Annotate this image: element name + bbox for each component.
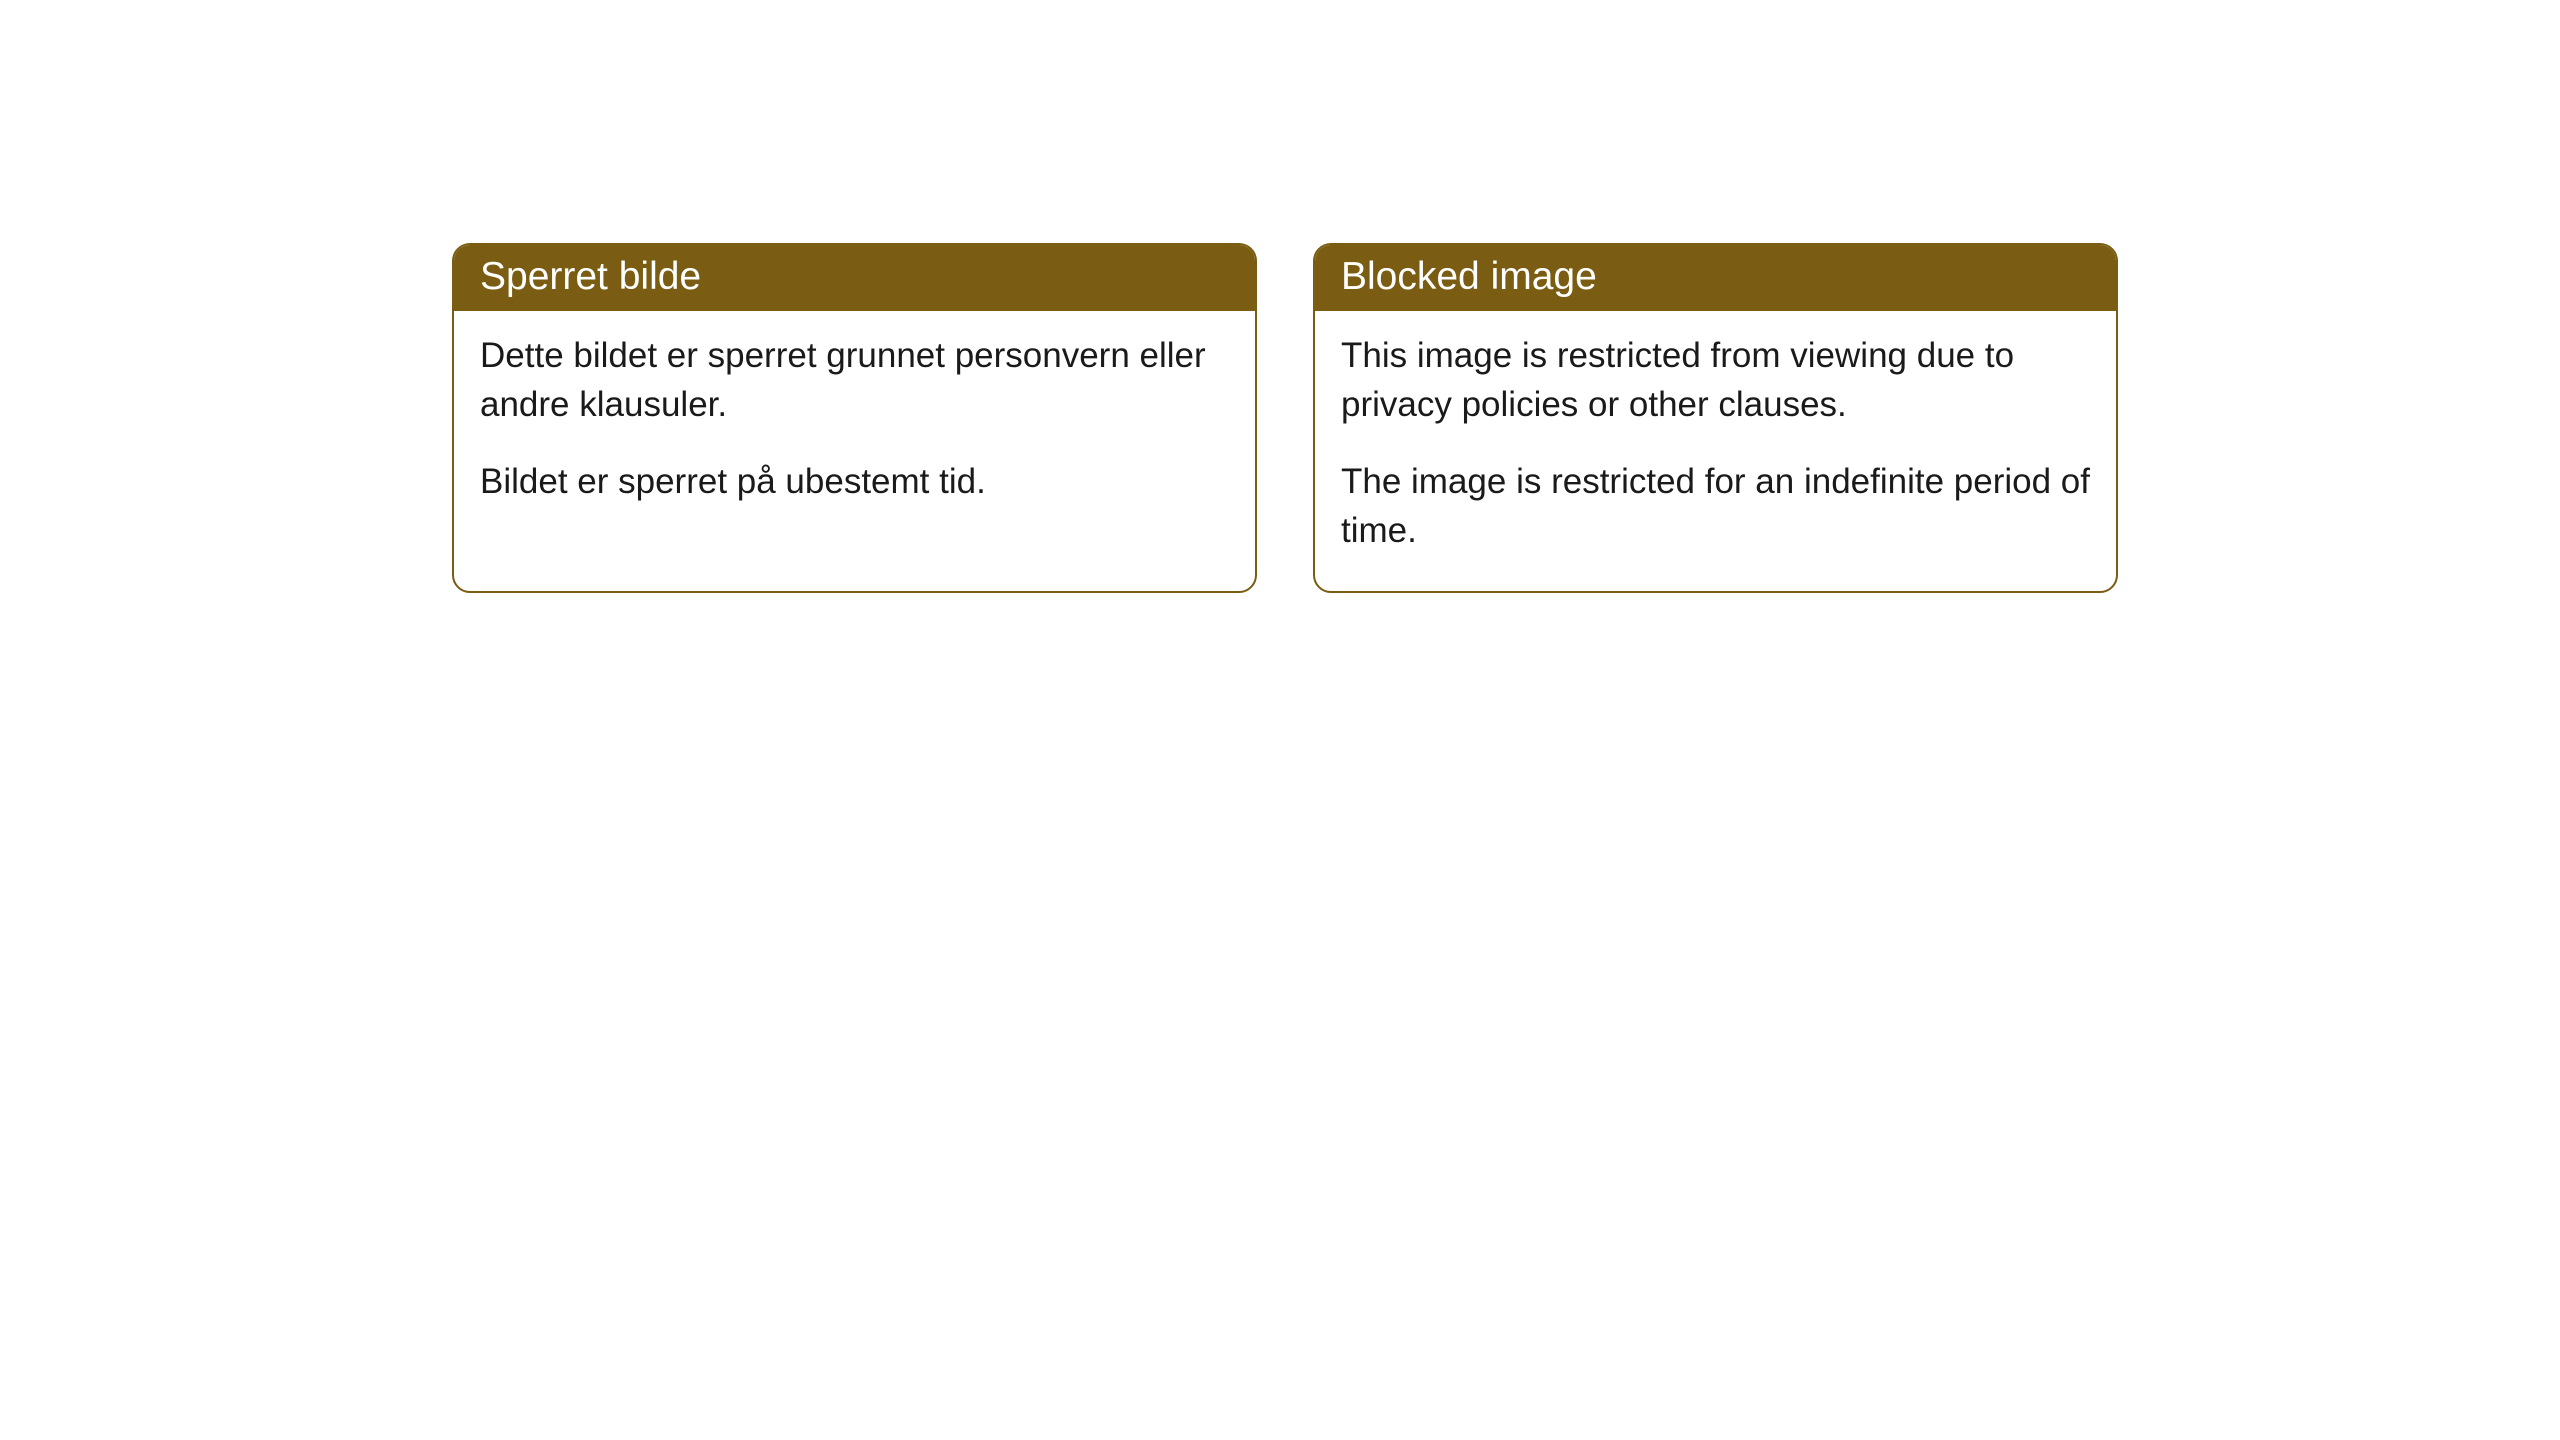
blocked-image-card-no: Sperret bilde Dette bildet er sperret gr… bbox=[452, 243, 1257, 593]
card-paragraph: Dette bildet er sperret grunnet personve… bbox=[480, 331, 1229, 429]
card-body-no: Dette bildet er sperret grunnet personve… bbox=[454, 311, 1255, 542]
card-paragraph: Bildet er sperret på ubestemt tid. bbox=[480, 457, 1229, 506]
card-header-en: Blocked image bbox=[1315, 245, 2116, 311]
card-paragraph: This image is restricted from viewing du… bbox=[1341, 331, 2090, 429]
cards-container: Sperret bilde Dette bildet er sperret gr… bbox=[452, 243, 2118, 593]
card-header-no: Sperret bilde bbox=[454, 245, 1255, 311]
blocked-image-card-en: Blocked image This image is restricted f… bbox=[1313, 243, 2118, 593]
card-paragraph: The image is restricted for an indefinit… bbox=[1341, 457, 2090, 555]
card-body-en: This image is restricted from viewing du… bbox=[1315, 311, 2116, 591]
